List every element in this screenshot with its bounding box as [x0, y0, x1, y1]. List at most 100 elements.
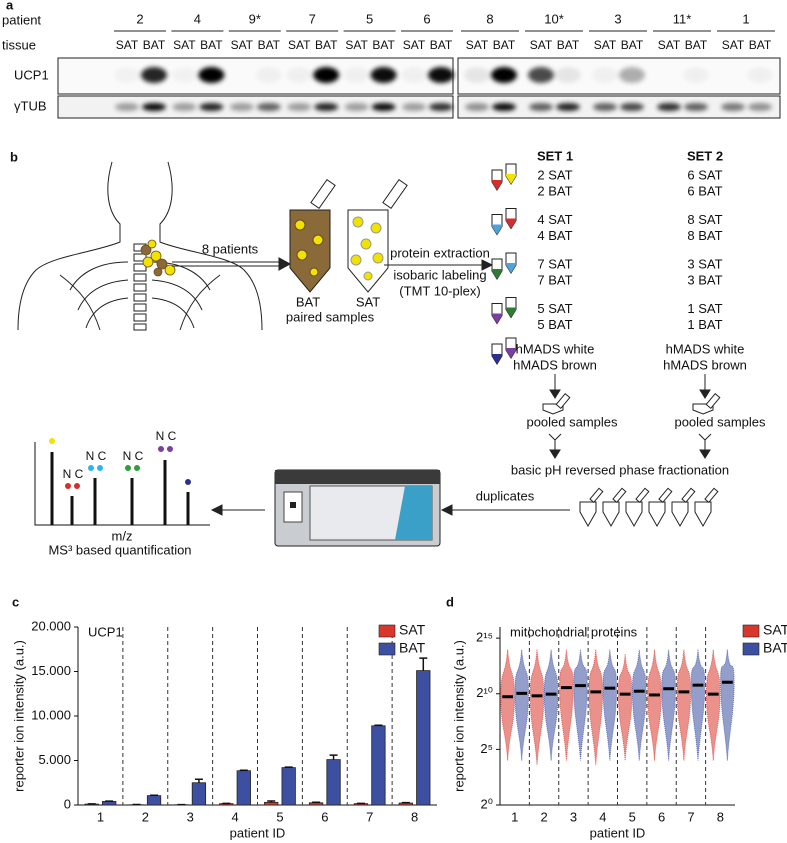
- arrow-patients: [172, 257, 292, 271]
- spectrum-caption: MS³ based quantification: [48, 542, 191, 557]
- panel-label: c: [12, 594, 19, 609]
- blot-band: [492, 103, 516, 111]
- tube-label: SAT: [356, 294, 380, 309]
- x-tick-label: 3: [570, 809, 577, 824]
- blot-band: [684, 103, 708, 111]
- nc-label: N C: [63, 467, 84, 481]
- bar: [102, 801, 117, 806]
- blot-band: [114, 67, 140, 83]
- bar: [416, 670, 431, 806]
- patient-label: 7: [309, 11, 316, 26]
- blot-band: [556, 103, 580, 111]
- set-row: hMADS white: [666, 341, 745, 356]
- y-tick-label: 15.000: [31, 663, 71, 678]
- set-row: 2 BAT: [537, 183, 572, 198]
- tissue-label: SAT: [116, 38, 139, 52]
- set-row: 4 BAT: [537, 228, 572, 243]
- tissue-label: BAT: [143, 38, 166, 52]
- bar: [281, 767, 296, 806]
- blot-band: [115, 103, 139, 111]
- error-bar: [329, 754, 338, 760]
- set-row: 1 SAT: [687, 301, 722, 316]
- blot-band: [593, 103, 617, 111]
- label-tube-fill: [492, 269, 502, 279]
- x-axis-label: patient ID: [230, 825, 286, 840]
- y-tick-label: 2⁰: [481, 796, 493, 811]
- legend-label: SAT: [399, 622, 426, 638]
- swarm-cloud: [514, 649, 529, 761]
- error-bar: [267, 800, 276, 803]
- y-tick-label: 0: [64, 796, 71, 811]
- set-row: 4 SAT: [537, 212, 572, 227]
- x-tick-label: 2: [142, 809, 149, 824]
- set-row: hMADS brown: [513, 357, 597, 372]
- step-label: isobaric labeling: [393, 267, 486, 282]
- tissue-label: BAT: [430, 38, 453, 52]
- blot-band: [721, 103, 745, 111]
- fractionation-label: basic pH reversed phase fractionation: [511, 462, 729, 477]
- blot-band: [171, 67, 197, 83]
- spectrum: [34, 438, 210, 526]
- set-row: 3 BAT: [687, 272, 722, 287]
- row-header: patient: [2, 12, 41, 27]
- blot-band: [370, 67, 397, 83]
- patient-label: 11*: [673, 11, 692, 26]
- legend-label: SAT: [763, 622, 787, 638]
- panel-b-labels: b 8 patients BAT SAT paired samples prot…: [10, 149, 766, 557]
- patient-label: 3: [614, 11, 621, 26]
- blot-band: [401, 67, 427, 83]
- set-title: SET 1: [537, 148, 573, 163]
- blot-band: [256, 103, 281, 111]
- blot-band: [657, 103, 681, 111]
- set-row: 2 SAT: [537, 167, 572, 182]
- pooled-tubes: [542, 393, 721, 441]
- blot-band: [287, 103, 312, 111]
- swarm-cloud: [631, 649, 647, 761]
- label-tube-fill: [492, 313, 502, 324]
- tissue-label: BAT: [493, 38, 516, 52]
- blot-band: [491, 67, 517, 83]
- bar: [371, 725, 386, 806]
- tissue-label: SAT: [231, 38, 254, 52]
- label-tube-fill: [506, 307, 516, 318]
- blot-band: [464, 67, 490, 83]
- blot-band: [344, 103, 369, 111]
- tissue-label: SAT: [722, 38, 745, 52]
- x-tick-label: 8: [411, 809, 418, 824]
- patient-label: 10*: [544, 11, 564, 26]
- set-row: 3 SAT: [687, 256, 722, 271]
- tissue-label: SAT: [530, 38, 553, 52]
- tissue-label: BAT: [372, 38, 395, 52]
- y-tick-label: 10.000: [31, 707, 71, 722]
- x-tick-label: 8: [717, 809, 724, 824]
- patient-label: 1: [742, 11, 749, 26]
- arrow-extraction: [210, 259, 711, 516]
- error-bar: [284, 766, 293, 768]
- swarm-cloud: [706, 649, 721, 761]
- tissue-label: BAT: [258, 38, 281, 52]
- bat-depot: [140, 239, 176, 277]
- panel-label: b: [10, 149, 18, 164]
- anatomy-drawing: [17, 161, 263, 331]
- swarm-cloud: [588, 649, 604, 766]
- error-bar: [419, 657, 428, 671]
- tissue-label: SAT: [403, 38, 426, 52]
- bar: [308, 802, 324, 806]
- x-axis-label: patient ID: [590, 825, 646, 840]
- y-axis-label: reporter ion intensity (a.u.): [451, 640, 466, 792]
- swarm-cloud: [720, 649, 735, 761]
- set-title: SET 2: [687, 148, 723, 163]
- tissue-label: SAT: [466, 38, 489, 52]
- x-tick-label: 2: [540, 809, 547, 824]
- swarm-cloud: [676, 649, 692, 761]
- tissue-label: SAT: [594, 38, 617, 52]
- label-tube-fill: [506, 218, 516, 229]
- set-row: hMADS brown: [663, 357, 747, 372]
- set-row: 7 SAT: [537, 256, 572, 271]
- error-bar: [374, 724, 383, 727]
- blot-band: [199, 103, 224, 111]
- set-row: 5 SAT: [537, 301, 572, 316]
- tissue-label: SAT: [658, 38, 681, 52]
- tissue-label: SAT: [345, 38, 368, 52]
- blot-band: [255, 67, 282, 83]
